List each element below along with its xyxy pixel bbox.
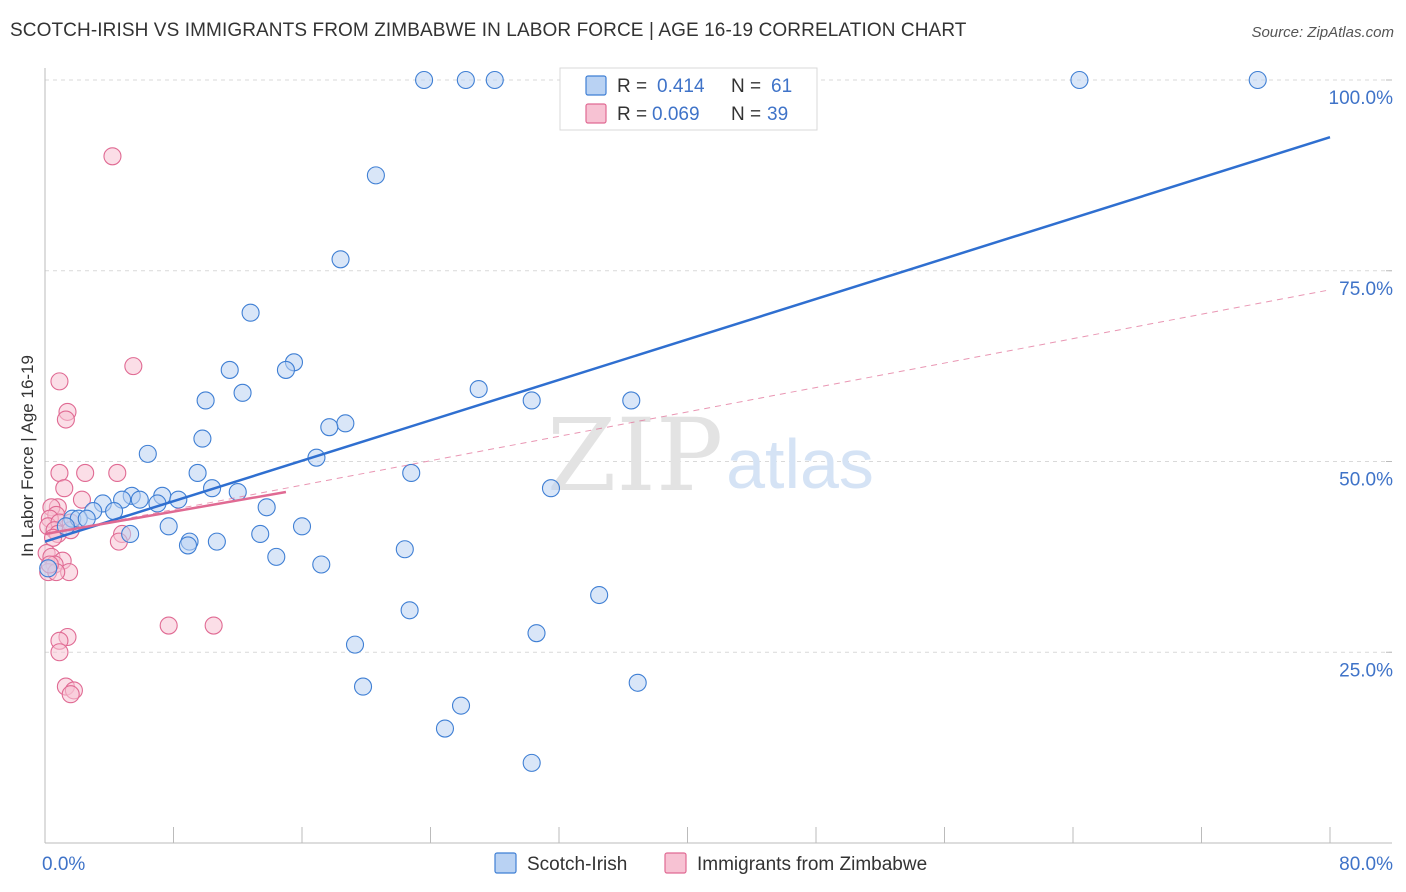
data-points [37, 70, 1267, 772]
point-scotch-irish [469, 379, 488, 399]
legend-swatch-scotch-irish [494, 852, 517, 874]
point-zimbabwe [124, 357, 143, 376]
y-tick-label: 50.0% [1339, 470, 1393, 491]
point-scotch-irish [207, 532, 226, 551]
point-scotch-irish [345, 635, 365, 654]
point-scotch-irish [138, 444, 157, 463]
stats-box: R = 0.414 N = 61 R = 0.069 N = 39 [559, 67, 818, 131]
point-scotch-irish [1070, 70, 1089, 90]
trend-line-zimbabwe-dashed [44, 289, 1331, 535]
point-zimbabwe [55, 479, 74, 498]
grid [45, 79, 1392, 653]
point-scotch-irish [159, 517, 178, 536]
point-zimbabwe [61, 685, 80, 704]
watermark: ZIP atlas [547, 397, 874, 514]
point-scotch-irish [292, 517, 312, 536]
stats-n-value-1: 61 [771, 76, 792, 97]
point-scotch-irish [527, 624, 546, 643]
x-tick-label: 80.0% [1339, 854, 1393, 875]
point-scotch-irish [522, 391, 541, 410]
point-zimbabwe [50, 372, 69, 391]
y-tick-label: 25.0% [1339, 660, 1393, 681]
point-zimbabwe [108, 463, 127, 482]
stats-swatch-blue [585, 75, 607, 96]
point-scotch-irish [228, 482, 247, 502]
point-scotch-irish [402, 463, 421, 482]
stats-r-value-1: 0.414 [657, 76, 705, 97]
point-scotch-irish [331, 250, 350, 269]
stats-n-value-2: 39 [767, 104, 788, 125]
point-zimbabwe [204, 616, 223, 635]
point-scotch-irish [366, 166, 385, 185]
point-scotch-irish [522, 753, 541, 772]
stats-r-label-2: R = [617, 104, 647, 125]
trend-line-zimbabwe [44, 490, 287, 536]
point-scotch-irish [257, 498, 276, 517]
stats-r-value-2: 0.069 [652, 104, 700, 125]
point-scotch-irish [451, 696, 471, 715]
point-scotch-irish [400, 601, 419, 620]
point-scotch-irish [415, 70, 434, 90]
point-scotch-irish [178, 536, 198, 555]
watermark-zip: ZIP [547, 397, 723, 514]
stats-n-label-1: N = [731, 76, 761, 97]
point-scotch-irish [435, 719, 455, 738]
point-scotch-irish [395, 540, 414, 559]
source-label: Source: ZipAtlas.com [1251, 24, 1394, 41]
stats-n-label-2: N = [731, 104, 761, 125]
point-scotch-irish [193, 429, 212, 448]
point-zimbabwe [103, 147, 122, 166]
point-scotch-irish [220, 360, 239, 379]
point-scotch-irish [485, 70, 504, 90]
x-tick-label: 0.0% [42, 854, 85, 875]
legend-label-zimbabwe: Immigrants from Zimbabwe [697, 854, 927, 875]
point-scotch-irish [353, 677, 373, 696]
point-scotch-irish [196, 391, 215, 410]
axes [44, 68, 1392, 844]
point-scotch-irish [456, 70, 475, 90]
tick-labels: 25.0% 50.0% 75.0% 100.0% 0.0% 80.0% [42, 88, 1393, 875]
trend-line-scotch-irish [44, 136, 1331, 543]
point-scotch-irish [188, 463, 207, 482]
point-zimbabwe [76, 463, 95, 482]
point-scotch-irish [267, 547, 286, 566]
point-scotch-irish [590, 585, 609, 605]
point-scotch-irish [312, 555, 331, 574]
point-zimbabwe [50, 643, 69, 662]
point-zimbabwe [72, 490, 91, 509]
point-scotch-irish [622, 391, 641, 410]
point-scotch-irish [241, 303, 260, 322]
point-scotch-irish [121, 524, 140, 544]
point-scotch-irish [541, 479, 561, 498]
point-scotch-irish [276, 360, 295, 379]
legend: Scotch-Irish Immigrants from Zimbabwe [494, 852, 927, 875]
point-zimbabwe [159, 616, 178, 635]
point-scotch-irish [233, 383, 252, 402]
chart-title: SCOTCH-IRISH VS IMMIGRANTS FROM ZIMBABWE… [10, 20, 967, 41]
y-tick-label: 75.0% [1339, 279, 1393, 300]
legend-swatch-zimbabwe [664, 852, 687, 874]
y-tick-label: 100.0% [1329, 88, 1394, 109]
stats-swatch-pink [585, 103, 607, 124]
point-scotch-irish [251, 524, 270, 544]
point-scotch-irish [1248, 70, 1267, 90]
point-zimbabwe [50, 463, 69, 482]
point-scotch-irish [39, 559, 58, 578]
point-scotch-irish [628, 673, 647, 692]
trend-lines [44, 136, 1331, 543]
point-zimbabwe [56, 410, 75, 429]
stats-r-label-1: R = [617, 76, 647, 97]
legend-label-scotch-irish: Scotch-Irish [527, 854, 627, 875]
y-axis-label: In Labor Force | Age 16-19 [18, 355, 37, 557]
watermark-atlas: atlas [726, 425, 874, 503]
point-scotch-irish [320, 418, 339, 437]
point-scotch-irish [336, 414, 355, 433]
point-scotch-irish [130, 490, 149, 509]
